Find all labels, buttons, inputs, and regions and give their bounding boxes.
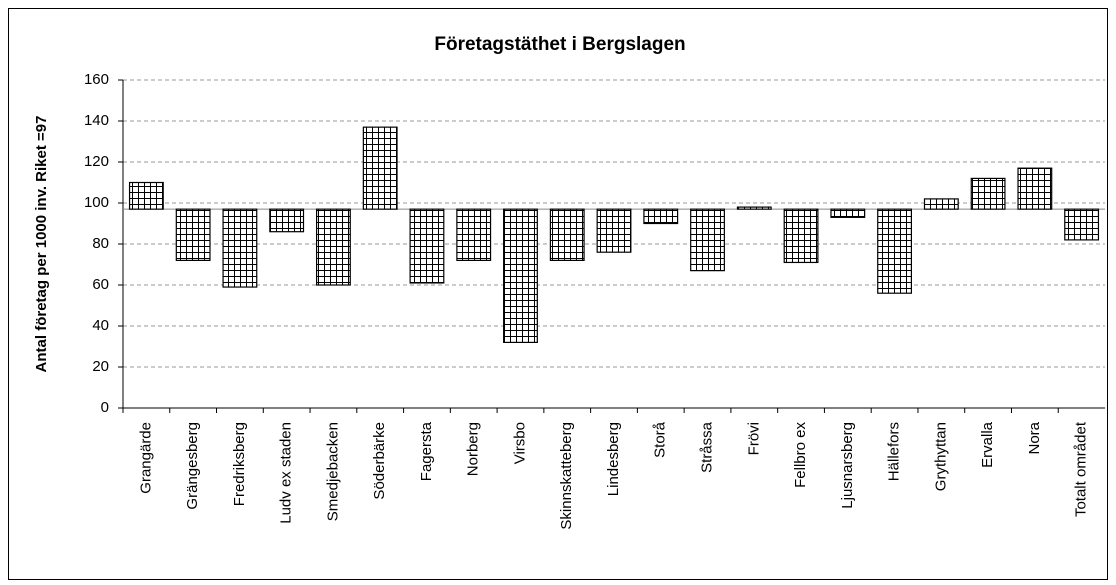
- x-tick-label: Fredriksberg: [231, 422, 248, 506]
- x-tick-label: Grangärde: [137, 422, 154, 494]
- y-tick-label: 40: [92, 317, 109, 334]
- x-tick-label: Söderbärke: [371, 422, 388, 500]
- bar: [736, 206, 772, 210]
- bar: [549, 208, 585, 261]
- y-tick-label: 140: [84, 112, 109, 129]
- x-tick-label: Fellbro ex: [792, 422, 809, 488]
- chart-border: [8, 8, 1108, 580]
- y-tick-label: 80: [92, 235, 109, 252]
- bar: [222, 208, 258, 288]
- x-tick-label: Storå: [652, 421, 669, 458]
- x-tick-label: Virsbo: [511, 422, 528, 464]
- y-tick-label: 0: [101, 399, 109, 416]
- x-tick-label: Stråssa: [698, 421, 715, 473]
- x-tick-label: Smedjebacken: [324, 422, 341, 521]
- x-tick-label: Grängesberg: [184, 422, 201, 510]
- bar: [1017, 167, 1053, 210]
- bar: [128, 181, 164, 210]
- chart-title: Företagstäthet i Bergslagen: [434, 34, 685, 55]
- bar: [175, 208, 211, 261]
- bar: [830, 208, 866, 218]
- bar: [877, 208, 913, 294]
- bar: [409, 208, 445, 284]
- x-tick-label: Frövi: [745, 422, 762, 455]
- x-tick-label: Fagersta: [418, 421, 435, 481]
- bar: [315, 208, 351, 286]
- bar: [643, 208, 679, 225]
- x-tick-label: Nora: [1026, 421, 1043, 454]
- x-tick-label: Ervalla: [979, 421, 996, 468]
- x-tick-label: Grythyttan: [932, 422, 949, 491]
- y-tick-label: 120: [84, 153, 109, 170]
- bar: [690, 208, 725, 272]
- x-tick-label: Norberg: [465, 422, 482, 476]
- bar: [503, 208, 538, 343]
- x-tick-label: Ludv ex staden: [278, 422, 295, 524]
- y-tick-label: 160: [84, 71, 109, 88]
- bar: [596, 208, 632, 253]
- bar: [456, 208, 492, 261]
- y-tick-label: 60: [92, 276, 109, 293]
- bar: [269, 208, 305, 233]
- bar: [970, 177, 1006, 210]
- x-tick-label: Skinnskatteberg: [558, 422, 575, 530]
- y-tick-label: 20: [92, 358, 109, 375]
- x-tick-label: Lindesberg: [605, 422, 622, 496]
- bar: [362, 126, 398, 210]
- x-tick-label: Ljusnarsberg: [839, 422, 856, 509]
- bar: [923, 198, 959, 210]
- bar: [783, 208, 819, 264]
- y-tick-label: 100: [84, 194, 109, 211]
- y-axis-label: Antal företag per 1000 inv. Riket =97: [33, 116, 50, 373]
- bar: [1064, 208, 1100, 241]
- x-tick-label: Hällefors: [886, 422, 903, 481]
- x-tick-label: Totalt området: [1073, 421, 1090, 517]
